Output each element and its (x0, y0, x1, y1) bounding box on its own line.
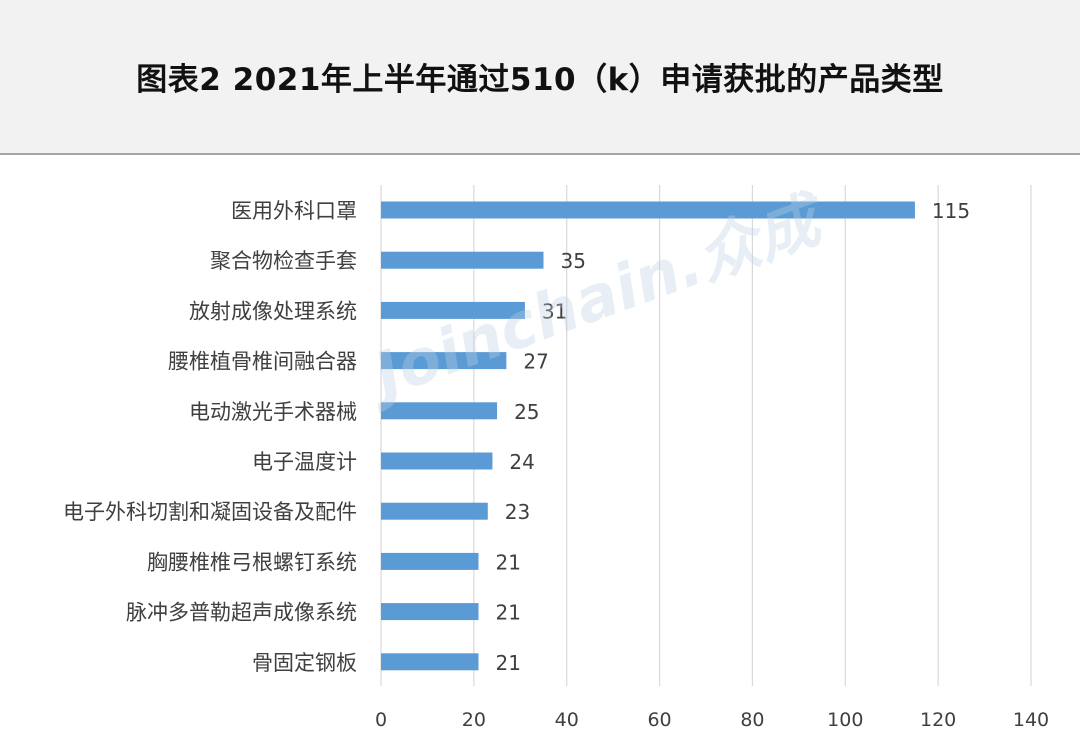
data-label: 27 (523, 350, 548, 374)
data-label: 23 (505, 500, 530, 524)
category-label: 脉冲多普勒超声成像系统 (126, 601, 357, 625)
chart-header: 图表2 2021年上半年通过510（k）申请获批的产品类型 (0, 0, 1080, 155)
category-label: 胸腰椎椎弓根螺钉系统 (147, 550, 357, 574)
x-tick-label: 100 (827, 709, 863, 731)
data-label: 35 (561, 249, 586, 273)
category-label: 放射成像处理系统 (189, 299, 357, 323)
bar (381, 251, 544, 269)
category-label: 电子外科切割和凝固设备及配件 (63, 500, 357, 524)
x-tick-label: 120 (920, 709, 956, 731)
data-label: 31 (542, 299, 567, 323)
bar (381, 603, 479, 621)
category-label: 医用外科口罩 (231, 199, 357, 223)
bar (381, 452, 493, 470)
x-tick-label: 60 (647, 709, 671, 731)
bar (381, 301, 525, 319)
category-label: 聚合物检查手套 (210, 249, 357, 273)
x-tick-label: 0 (375, 709, 387, 731)
bar (381, 402, 498, 420)
bar (381, 502, 488, 520)
x-tick-label: 80 (740, 709, 764, 731)
category-label: 骨固定钢板 (252, 651, 357, 675)
bar (381, 201, 915, 219)
category-label: 电动激光手术器械 (189, 400, 357, 424)
x-tick-label: 140 (1013, 709, 1049, 731)
data-label: 21 (496, 601, 521, 625)
category-label: 电子温度计 (252, 450, 357, 474)
data-label: 21 (496, 550, 521, 574)
x-tick-label: 20 (462, 709, 486, 731)
data-label: 24 (509, 450, 534, 474)
data-label: 21 (496, 651, 521, 675)
bar (381, 552, 479, 570)
x-tick-label: 40 (555, 709, 579, 731)
chart-title: 图表2 2021年上半年通过510（k）申请获批的产品类型 (136, 62, 944, 98)
data-label: 25 (514, 400, 539, 424)
bar (381, 352, 507, 370)
data-label: 115 (932, 199, 970, 223)
bar (381, 653, 479, 671)
category-label: 腰椎植骨椎间融合器 (168, 350, 357, 374)
